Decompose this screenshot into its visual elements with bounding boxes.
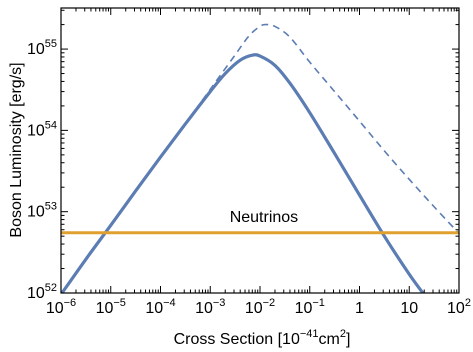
x-axis-label-exp: −41: [300, 328, 319, 340]
x-tick-labels: 10−6 10−5 10−4 10−3 10−2 10−1 1 10 102: [46, 297, 471, 317]
series-line-solid: [61, 53, 425, 293]
y-tick-label: 1053: [27, 201, 57, 221]
x-tick-label-base: 10: [145, 300, 163, 317]
x-tick-label: 102: [447, 297, 471, 317]
x-tick-label-exp: −4: [163, 297, 176, 309]
y-tick-label-base: 10: [27, 122, 45, 139]
y-tick-label-base: 10: [27, 204, 45, 221]
x-tick-label-base: 10: [195, 300, 213, 317]
x-tick-label: 1: [355, 300, 364, 317]
x-tick-label-exp: −2: [263, 297, 276, 309]
x-tick-label: 10−3: [195, 297, 225, 317]
x-tick-label-exp: −5: [113, 297, 126, 309]
x-tick-label: 10−4: [145, 297, 175, 317]
x-axis-label-exp2: 2: [340, 328, 346, 340]
y-tick-label-exp: 53: [45, 201, 57, 213]
y-tick-label: 1055: [27, 38, 57, 58]
x-tick-label: 10−2: [245, 297, 275, 317]
x-tick-label: 10: [400, 300, 418, 317]
y-tick-label-exp: 52: [45, 282, 57, 294]
x-axis-label-mid: cm: [319, 331, 340, 348]
x-tick-label-base: 10: [447, 300, 465, 317]
x-tick-label: 10−1: [295, 297, 325, 317]
y-tick-label-base: 10: [27, 285, 45, 302]
y-tick-label: 1054: [27, 119, 57, 139]
x-tick-label: 10−6: [46, 297, 76, 317]
x-axis-label-prefix: Cross Section [10: [174, 331, 300, 348]
y-tick-label-exp: 54: [45, 119, 57, 131]
x-tick-label-exp: −1: [312, 297, 325, 309]
x-tick-label-exp: −3: [213, 297, 226, 309]
x-axis-label: Cross Section [10−41cm2]: [174, 328, 351, 348]
x-tick-label-base: 10: [295, 300, 313, 317]
y-tick-label-base: 10: [27, 41, 45, 58]
plot-frame: [60, 7, 460, 294]
ticks-layer: [60, 8, 460, 294]
x-tick-label-exp: 2: [465, 297, 471, 309]
y-axis-label: Boson Luminosity [erg/s]: [8, 62, 25, 237]
x-tick-label-base: 10: [46, 300, 64, 317]
x-tick-label-base: 10: [245, 300, 263, 317]
x-tick-label-exp: −6: [64, 297, 77, 309]
x-axis-label-suffix: ]: [346, 331, 350, 348]
series-line-dashed: [61, 23, 459, 293]
y-tick-label-exp: 55: [45, 38, 57, 50]
annotation-neutrinos: Neutrinos: [230, 209, 298, 226]
series-layer: [61, 23, 459, 293]
x-tick-label-base: 10: [96, 300, 114, 317]
y-tick-label: 1052: [27, 282, 57, 302]
x-tick-label: 10−5: [96, 297, 126, 317]
